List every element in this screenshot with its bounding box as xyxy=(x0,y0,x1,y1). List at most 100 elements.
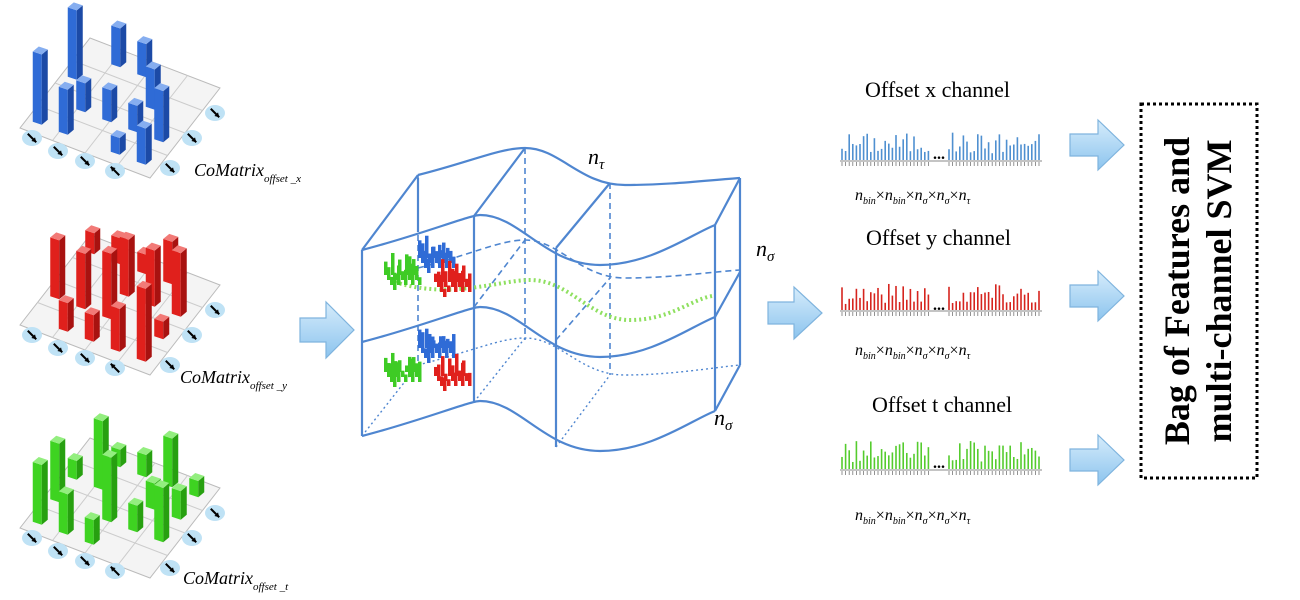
comatrix-bar-side xyxy=(154,245,161,307)
mini-histogram-bar xyxy=(435,251,439,263)
channel-x-ellipsis: ... xyxy=(933,146,945,163)
comatrix-bar-top xyxy=(137,36,153,45)
mini-histogram-bar xyxy=(418,361,422,382)
mini-histogram-bar xyxy=(384,357,388,372)
mini-histogram-bar xyxy=(384,261,388,275)
comatrix-bar-top xyxy=(145,242,161,251)
comatrix-bar-top xyxy=(154,313,170,322)
mini-histogram-bar xyxy=(437,271,441,287)
offset-arrowhead-icon xyxy=(191,137,197,143)
mini-histogram-bar xyxy=(438,244,442,268)
mini-histogram-bar xyxy=(397,362,401,382)
offset-arrowhead-icon xyxy=(169,364,175,370)
comatrix-bar xyxy=(154,485,164,543)
mini-histogram-bar xyxy=(458,370,462,381)
comatrix-offset-y-histogram xyxy=(19,225,225,376)
offset-arrowhead-icon xyxy=(84,160,90,166)
offset-arrowhead-icon xyxy=(214,512,220,518)
mini-histogram-bar xyxy=(401,271,405,280)
mini-histogram-bar xyxy=(427,258,431,273)
comatrix-bar-side xyxy=(94,228,101,255)
mini-histogram-bar xyxy=(458,273,462,287)
mini-histogram-bar xyxy=(444,373,448,381)
offset-arrowhead-icon xyxy=(57,550,63,556)
comatrix-bar-side xyxy=(85,78,92,113)
comatrix-bar-top xyxy=(154,480,170,489)
comatrix-bar xyxy=(67,7,77,80)
comatrix-bar xyxy=(154,318,164,340)
offset-arrowhead-icon xyxy=(191,537,197,543)
mini-histogram-bar xyxy=(452,256,456,268)
mini-histogram-bar xyxy=(442,336,446,353)
comatrix-bar xyxy=(93,418,103,490)
mini-histogram-bar xyxy=(421,243,425,263)
mini-histogram-bar xyxy=(435,343,439,353)
mini-histogram-bar xyxy=(437,364,441,381)
mini-histogram-bar xyxy=(405,254,409,275)
comatrix-bar-side xyxy=(41,459,48,525)
comatrix-bar xyxy=(58,86,68,135)
mini-histogram-bar xyxy=(424,250,428,268)
comatrix-bar xyxy=(137,41,147,78)
comatrix-bar xyxy=(32,51,42,125)
svg-text:nbin×nbin×nσ×nσ×nτ: nbin×nbin×nσ×nσ×nτ xyxy=(855,187,971,207)
comatrix-bar xyxy=(171,488,181,520)
mini-histogram-bar xyxy=(397,265,401,285)
mini-histogram-bar xyxy=(434,366,438,376)
comatrix-bar-side xyxy=(59,438,66,503)
comatrix-bar-top xyxy=(102,82,118,91)
mini-histogram-bar xyxy=(387,267,391,280)
offset-arrowhead-icon xyxy=(214,112,220,118)
arrow-to-cuboid xyxy=(299,300,355,360)
mini-histogram-bar xyxy=(387,363,391,377)
comatrix-bar xyxy=(137,251,147,275)
mini-histogram-bar xyxy=(404,374,408,382)
mini-histogram-bar xyxy=(465,278,469,287)
n-sigma-bottom-label: nσ xyxy=(714,405,733,434)
comatrix-bar-side xyxy=(163,86,170,143)
comatrix-bar-top xyxy=(93,413,109,422)
comatrix-grid-line xyxy=(117,75,188,166)
comatrix-bar-top xyxy=(67,2,83,11)
comatrix-bar-side xyxy=(41,49,48,125)
comatrix-bar xyxy=(163,435,173,488)
comatrix-bar xyxy=(102,250,112,320)
mini-histogram-bar xyxy=(452,334,456,358)
channel-y-ellipsis: ... xyxy=(933,297,945,314)
comatrix-grid-line xyxy=(72,60,203,111)
svg-text:nbin×nbin×nσ×nσ×nτ: nbin×nbin×nσ×nσ×nτ xyxy=(855,507,971,527)
comatrix-bar-side xyxy=(145,283,152,362)
comatrix-bar xyxy=(128,502,138,533)
comatrix-t-label: CoMatrixoffset _t xyxy=(183,568,289,593)
comatrix-bar xyxy=(154,88,164,143)
mini-histogram-bar xyxy=(455,353,459,376)
comatrix-bar xyxy=(136,125,146,165)
comatrix-bar xyxy=(136,285,146,362)
mini-histogram-bar xyxy=(411,358,415,382)
offset-arrowhead-icon xyxy=(169,567,175,573)
comatrix-bar-side xyxy=(128,234,135,297)
comatrix-bar-top xyxy=(145,61,161,70)
mini-histogram-bar xyxy=(408,356,412,377)
comatrix-bar-top xyxy=(85,225,101,234)
dimension-formula-y: nbin×nbin×nσ×nσ×nτ xyxy=(855,342,971,362)
comatrix-bar-top xyxy=(163,430,179,439)
mini-histogram-bar xyxy=(468,273,472,292)
comatrix-bar-side xyxy=(76,456,83,480)
mini-histogram-bar xyxy=(441,356,445,376)
mini-histogram-bar xyxy=(415,265,419,280)
comatrix-bar xyxy=(189,478,199,498)
cuboid-dotted-edges xyxy=(361,337,741,448)
svg-text:nbin×nbin×nσ×nσ×nτ: nbin×nbin×nσ×nσ×nτ xyxy=(855,342,971,362)
channel-t-ellipsis: ... xyxy=(933,455,945,472)
comatrix-bar-side xyxy=(163,316,170,340)
comatrix-bar-top xyxy=(58,486,74,495)
comatrix-bar xyxy=(110,306,120,352)
offset-arrowhead-icon xyxy=(31,537,37,543)
comatrix-bar-side xyxy=(180,248,187,317)
comatrix-y-label: CoMatrixoffset _y xyxy=(180,367,287,392)
comatrix-bar-side xyxy=(59,235,66,300)
mini-histogram-bar xyxy=(424,348,428,358)
mini-histogram-bar xyxy=(405,365,409,372)
